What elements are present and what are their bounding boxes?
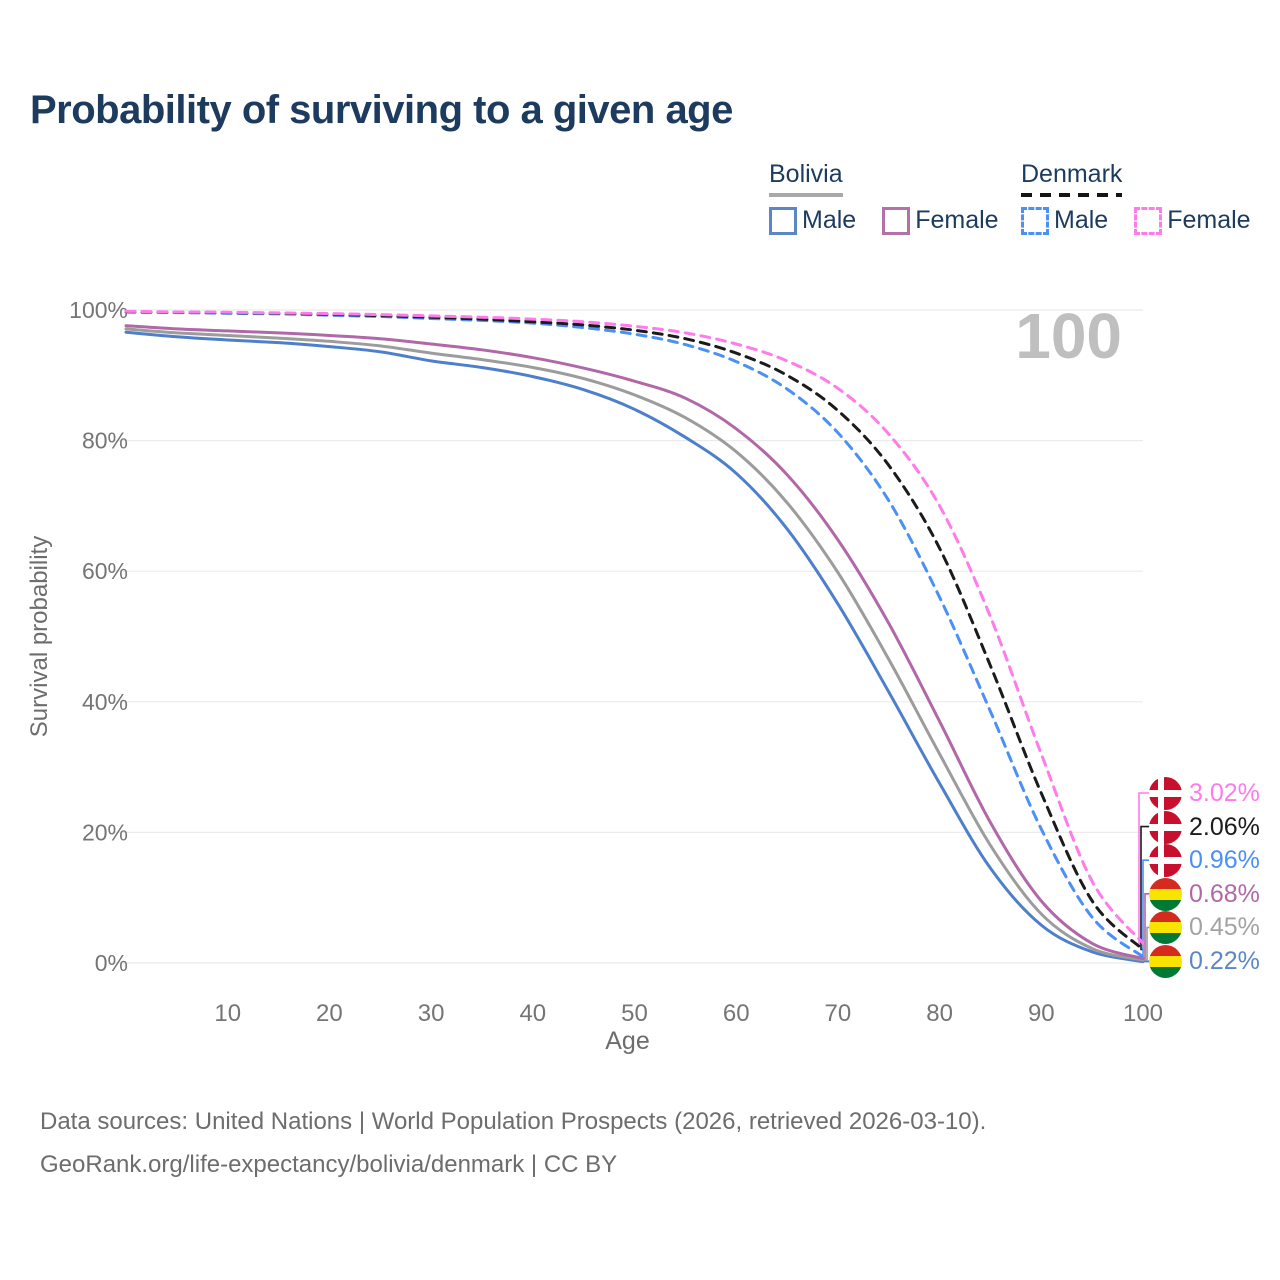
end-label-bolivia-male: 0.22% bbox=[1149, 944, 1260, 978]
x-tick-label: 70 bbox=[825, 1000, 852, 1027]
y-tick-label: 20% bbox=[82, 819, 128, 845]
x-tick-label: 90 bbox=[1028, 1000, 1055, 1027]
y-tick-label: 60% bbox=[82, 558, 128, 584]
bolivia-flag-icon bbox=[1149, 877, 1182, 911]
attribution-text: GeoRank.org/life-expectancy/bolivia/denm… bbox=[40, 1151, 618, 1178]
end-label-denmark-total: 2.06% bbox=[1149, 810, 1260, 844]
legend-item-denmark-male[interactable]: Male bbox=[1021, 206, 1108, 235]
denmark-female-swatch-icon bbox=[1134, 206, 1163, 235]
legend-item-label: Female bbox=[1167, 206, 1251, 234]
bolivia-flag-icon bbox=[1149, 944, 1182, 978]
y-tick-label: 0% bbox=[95, 950, 128, 976]
legend-item-label: Female bbox=[915, 206, 999, 234]
y-tick-label: 40% bbox=[82, 689, 128, 715]
data-sources-text: Data sources: United Nations | World Pop… bbox=[40, 1108, 987, 1135]
denmark-flag-icon bbox=[1149, 843, 1182, 877]
curve-bolivia-male[interactable] bbox=[124, 330, 1145, 964]
bolivia-male-swatch-icon bbox=[769, 206, 797, 235]
end-label-value: 2.06% bbox=[1189, 812, 1260, 841]
bolivia-flag-icon bbox=[1149, 910, 1182, 944]
legend-group-title: Bolivia bbox=[769, 160, 843, 188]
legend-header-denmark[interactable]: Denmark bbox=[1021, 160, 1123, 197]
curve-denmark-female[interactable] bbox=[124, 309, 1145, 945]
x-tick-label: 10 bbox=[214, 1000, 241, 1027]
curve-denmark-total[interactable] bbox=[124, 310, 1145, 951]
legend-item-denmark-female[interactable]: Female bbox=[1134, 206, 1251, 235]
x-tick-label: 100 bbox=[1123, 1000, 1163, 1027]
end-label-value: 0.68% bbox=[1189, 879, 1260, 908]
denmark-male-swatch-icon bbox=[1021, 206, 1049, 235]
legend-group-bolivia: Bolivia Male Female bbox=[769, 160, 999, 235]
x-tick-label: 50 bbox=[621, 1000, 648, 1027]
y-tick-label: 80% bbox=[82, 428, 128, 454]
x-tick-label: 20 bbox=[316, 1000, 343, 1027]
bolivia-total-line-swatch bbox=[769, 193, 843, 197]
x-tick-label: 80 bbox=[926, 1000, 953, 1027]
y-axis-title: Survival probability bbox=[26, 536, 53, 737]
denmark-flag-icon bbox=[1149, 810, 1182, 844]
legend-group-title: Denmark bbox=[1021, 160, 1123, 188]
hover-age-label: 100 bbox=[1015, 300, 1122, 372]
legend-group-denmark: Denmark Male Female bbox=[1021, 160, 1251, 235]
page-title: Probability of surviving to a given age bbox=[30, 88, 733, 132]
end-label-value: 0.45% bbox=[1189, 912, 1260, 941]
x-tick-label: 40 bbox=[519, 1000, 546, 1027]
y-tick-label: 100% bbox=[69, 297, 128, 323]
bolivia-female-swatch-icon bbox=[882, 206, 911, 235]
x-axis-title: Age bbox=[605, 1027, 649, 1055]
legend-header-bolivia[interactable]: Bolivia bbox=[769, 160, 843, 197]
end-label-value: 0.96% bbox=[1189, 845, 1260, 874]
legend-item-label: Male bbox=[802, 206, 857, 234]
x-tick-label: 30 bbox=[418, 1000, 445, 1027]
x-tick-label: 60 bbox=[723, 1000, 750, 1027]
curve-bolivia-female[interactable] bbox=[124, 324, 1145, 961]
legend-item-label: Male bbox=[1054, 206, 1109, 234]
denmark-flag-icon bbox=[1149, 776, 1182, 810]
end-label-value: 0.22% bbox=[1189, 946, 1260, 975]
legend-item-bolivia-female[interactable]: Female bbox=[882, 206, 999, 235]
denmark-total-line-swatch bbox=[1021, 193, 1123, 197]
end-label-denmark-female: 3.02% bbox=[1149, 776, 1260, 810]
curve-bolivia-total[interactable] bbox=[124, 327, 1145, 962]
leader-line-denmark-total bbox=[1140, 825, 1150, 951]
end-label-bolivia-female: 0.68% bbox=[1149, 877, 1260, 911]
legend-item-bolivia-male[interactable]: Male bbox=[769, 206, 856, 235]
end-label-bolivia-total: 0.45% bbox=[1149, 910, 1260, 944]
end-label-denmark-male: 0.96% bbox=[1149, 843, 1260, 877]
footer: Data sources: United Nations | World Pop… bbox=[40, 1100, 986, 1186]
curve-denmark-male[interactable] bbox=[124, 310, 1145, 959]
leader-line-bolivia-total bbox=[1143, 926, 1150, 961]
end-label-value: 3.02% bbox=[1189, 778, 1260, 807]
leader-line-denmark-male bbox=[1142, 859, 1150, 957]
